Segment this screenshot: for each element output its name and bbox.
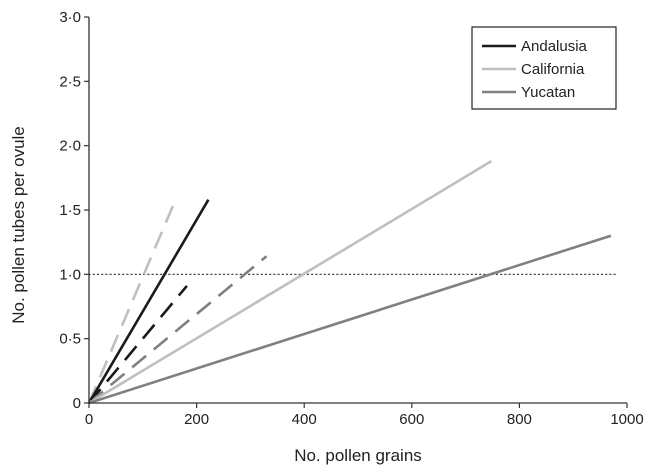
legend: Andalusia California Yucatan: [471, 26, 617, 110]
y-tick-label: 3·0: [59, 9, 81, 26]
y-axis-title: No. pollen tubes per ovule: [9, 126, 28, 324]
x-tick-label: 600: [399, 411, 424, 428]
y-tick-label: 0: [73, 395, 81, 412]
series-line-yucatan: [88, 234, 612, 405]
x-tick-label: 200: [184, 411, 209, 428]
y-tick-label: 1·5: [59, 202, 81, 219]
x-axis-title: No. pollen grains: [294, 446, 422, 465]
dashed-line-2: [87, 196, 178, 404]
series-line-california: [88, 159, 493, 405]
y-tick-label: 2·0: [59, 138, 81, 155]
legend-label: Andalusia: [521, 38, 588, 55]
x-tick-label: 400: [292, 411, 317, 428]
series-line-andalusia: [87, 199, 210, 404]
dashed-line-3: [88, 255, 268, 405]
dashed-line-1: [88, 285, 188, 404]
x-tick-label: 1000: [610, 411, 643, 428]
y-tick-label: 2·5: [59, 73, 81, 90]
x-tick-label: 800: [507, 411, 532, 428]
y-tick-label: 1·0: [59, 266, 81, 283]
x-tick-label: 0: [85, 411, 93, 428]
legend-label: Yucatan: [521, 84, 575, 101]
y-tick-label: 0·5: [59, 331, 81, 348]
legend-label: California: [521, 61, 585, 78]
